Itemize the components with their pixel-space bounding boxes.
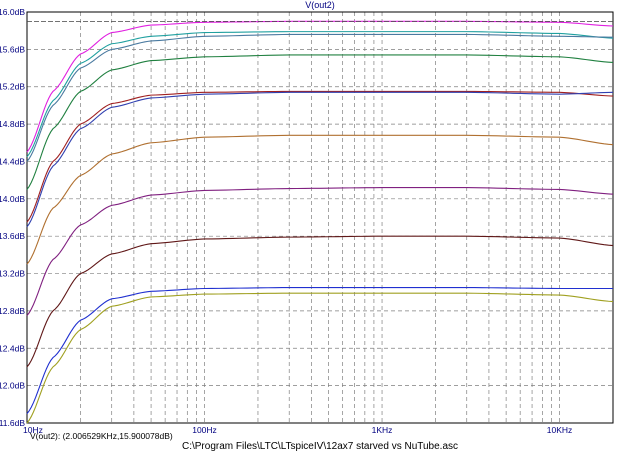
y-tick-label: 12.0dB [0,381,25,391]
trace-6[interactable] [26,91,614,228]
x-tick-label: 10Hz [23,425,43,435]
y-tick-label: 13.2dB [0,269,25,279]
trace-3[interactable] [26,33,614,162]
y-tick-label: 14.0dB [0,194,25,204]
plot-frame [26,11,614,424]
y-tick-label: 16.0dB [0,7,25,17]
y-tick-label: 15.6dB [0,44,25,54]
trace-9[interactable] [26,235,614,368]
y-tick-label: 13.6dB [0,231,25,241]
trace-7[interactable] [26,134,614,265]
y-axis-labels: 11.6dB 12.0dB 12.4dB 12.8dB 13.2dB 13.6dB 14.0… [0,7,25,428]
grid [27,12,613,423]
y-tick-label: 15.2dB [0,82,25,92]
y-tick-label: 14.8dB [0,119,25,129]
trace-11[interactable] [26,292,614,424]
trace-8[interactable] [26,187,614,316]
y-tick-label: 12.8dB [0,306,25,316]
trace-5[interactable] [26,90,614,223]
x-tick-label: 100Hz [192,425,217,435]
file-title: C:\Program Files\LTC\LTspiceIV\12ax7 sta… [182,441,458,452]
y-tick-label: 12.4dB [0,343,25,353]
x-axis-labels: 10Hz 100Hz 1KHz 10KHz [23,425,572,435]
trace-10[interactable] [26,287,613,414]
cursor-readout: V(out2): (2.006529KHz,15.900078dB) [30,431,173,441]
y-tick-label: 14.4dB [0,156,25,166]
trace-4[interactable] [26,54,614,190]
y-tick-label: 11.6dB [0,418,25,428]
trace-2[interactable] [26,31,614,158]
x-tick-label: 10KHz [547,425,573,435]
x-tick-label: 1KHz [372,425,393,435]
trace-title[interactable]: V(out2) [305,0,335,10]
